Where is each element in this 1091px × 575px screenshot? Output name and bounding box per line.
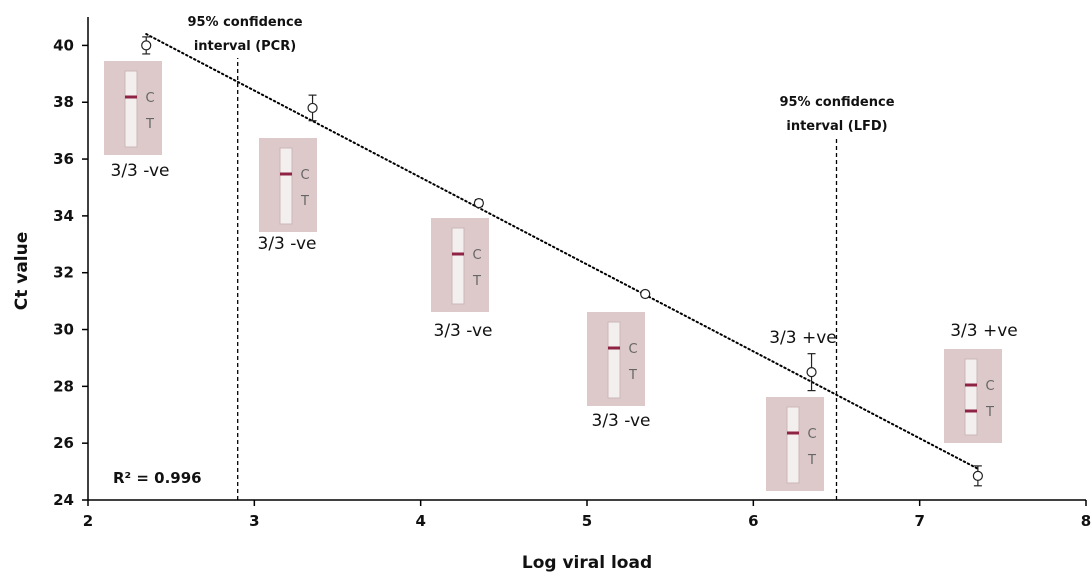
- strip-t-mark: T: [628, 368, 637, 383]
- test-strip: CT: [259, 138, 317, 232]
- ci-label: 95% confidence: [187, 15, 302, 30]
- strip-window: [964, 358, 978, 436]
- control-line: [452, 252, 464, 256]
- ci-label: interval (LFD): [786, 119, 887, 134]
- data-points: [141, 36, 983, 487]
- data-point: [640, 288, 651, 300]
- test-strip: CT: [431, 218, 489, 312]
- control-line: [965, 383, 977, 387]
- strip-t-mark: T: [985, 405, 994, 420]
- strip-window: [279, 147, 293, 225]
- point-marker: [141, 40, 152, 51]
- x-tick-label: 6: [748, 512, 758, 530]
- control-line: [608, 346, 620, 350]
- confidence-intervals: 95% confidence interval (PCR) 95% confiden…: [187, 15, 895, 500]
- strip-c-mark: C: [807, 427, 816, 442]
- test-strip: CT: [104, 61, 162, 155]
- y-tick-label: 24: [53, 491, 74, 509]
- point-marker: [640, 288, 651, 300]
- test-strip: CT: [587, 312, 645, 406]
- control-line: [125, 95, 137, 99]
- point-marker: [972, 470, 983, 481]
- result-label: 3/3 +ve: [950, 321, 1018, 341]
- x-tick-label: 7: [914, 512, 924, 530]
- strip-t-mark: T: [145, 117, 154, 132]
- test-strip: CT: [944, 349, 1002, 443]
- strip-t-mark: T: [472, 274, 481, 289]
- y-tick-label: 26: [53, 434, 74, 452]
- strip-c-mark: C: [300, 168, 309, 183]
- strip-t-mark: T: [807, 453, 816, 468]
- x-tick-label: 4: [415, 512, 425, 530]
- y-axis-title: Ct value: [12, 232, 32, 311]
- trendline-layer: [145, 33, 979, 470]
- data-point: [141, 36, 152, 55]
- y-tick-label: 32: [53, 264, 74, 282]
- ci-label: 95% confidence: [779, 95, 894, 110]
- strip-c-mark: C: [628, 342, 637, 357]
- point-marker: [473, 197, 484, 209]
- x-tick-label: 5: [582, 512, 592, 530]
- data-point: [972, 465, 983, 487]
- y-tick-label: 28: [53, 377, 74, 395]
- result-label: 3/3 -ve: [434, 321, 493, 341]
- y-tick-label: 40: [53, 36, 74, 54]
- strip-window: [607, 321, 621, 399]
- point-marker: [307, 102, 318, 114]
- strip-c-mark: C: [985, 379, 994, 394]
- ci-label: interval (PCR): [194, 39, 296, 54]
- test-line: [965, 409, 977, 413]
- y-tick-label: 38: [53, 93, 74, 111]
- x-tick-label: 8: [1081, 512, 1091, 530]
- trendline: [145, 33, 979, 470]
- result-labels: 3/3 -ve 3/3 -ve 3/3 -ve 3/3 -ve 3/3 +ve 3/3 +…: [111, 161, 1018, 431]
- data-point: [806, 353, 817, 392]
- strip-t-mark: T: [300, 194, 309, 209]
- point-marker: [806, 367, 817, 378]
- data-point: [473, 197, 484, 209]
- result-label: 3/3 -ve: [592, 411, 651, 431]
- x-tick-label: 2: [83, 512, 93, 530]
- y-tick-label: 34: [53, 207, 74, 225]
- result-label: 3/3 -ve: [111, 161, 170, 181]
- test-strip: CT: [766, 397, 824, 491]
- strip-window: [124, 70, 138, 148]
- strip-c-mark: C: [145, 91, 154, 106]
- control-line: [787, 431, 799, 435]
- strip-window: [451, 227, 465, 305]
- strip-window: [786, 406, 800, 484]
- control-line: [280, 172, 292, 176]
- result-label: 3/3 -ve: [258, 234, 317, 254]
- y-tick-label: 30: [53, 321, 74, 339]
- x-axis-title: Log viral load: [522, 553, 652, 573]
- result-label: 3/3 +ve: [769, 328, 837, 348]
- strip-c-mark: C: [472, 248, 481, 263]
- x-tick-label: 3: [249, 512, 259, 530]
- y-tick-label: 36: [53, 150, 74, 168]
- r-squared-label: R² = 0.996: [113, 469, 202, 487]
- data-point: [307, 94, 318, 122]
